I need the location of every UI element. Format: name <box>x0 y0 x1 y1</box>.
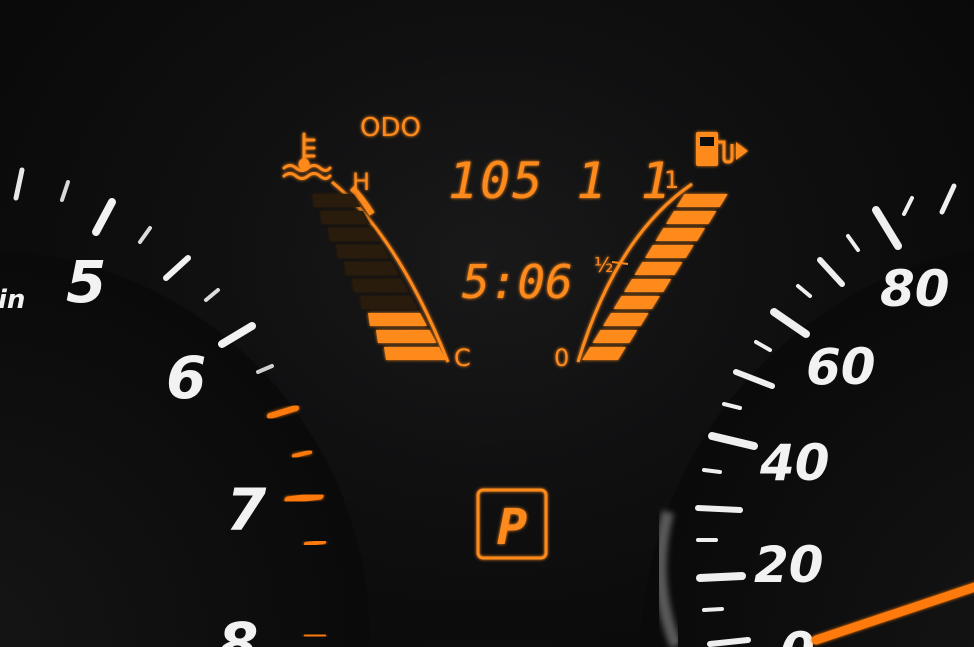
gear-indicator: P <box>476 488 548 560</box>
fuel-level-bars <box>582 194 728 360</box>
temp-bar-1 <box>376 330 437 343</box>
fuel-gauge-arc <box>576 182 693 363</box>
speed-number-20: 20 <box>754 536 824 594</box>
speedometer-ticks <box>695 183 957 647</box>
tachometer-ticks <box>13 167 329 638</box>
temp-bar-9 <box>312 194 361 207</box>
clock-readout: 5:06 <box>462 255 573 309</box>
tach-number-7: 7 <box>226 476 267 544</box>
fuel-bar-9 <box>676 194 728 207</box>
fuel-bar-6 <box>645 245 694 258</box>
speed-number-80: 80 <box>880 260 950 318</box>
tach-number-8: 8 <box>218 610 258 647</box>
fuel-bar-3 <box>613 296 660 309</box>
fuel-pump-icon <box>696 132 748 166</box>
gear-box <box>476 488 548 560</box>
tach-unit-label: in <box>0 285 25 315</box>
temp-bar-4 <box>352 279 408 292</box>
odometer-readout: 105 1 1 <box>448 152 673 210</box>
temp-bar-6 <box>336 245 389 258</box>
fuel-bar-8 <box>666 211 717 224</box>
temp-high-mark <box>349 185 375 216</box>
fuel-half-label: ½ <box>594 253 613 277</box>
temp-bar-0 <box>384 347 446 360</box>
coolant-temperature-icon <box>282 132 332 180</box>
fuel-bar-2 <box>603 313 649 326</box>
temp-bar-7 <box>328 228 380 241</box>
temp-bar-3 <box>360 296 418 309</box>
temp-low-label: C <box>454 344 471 372</box>
temp-level-bars <box>312 194 446 360</box>
temp-bar-5 <box>344 262 399 275</box>
fuel-bar-1 <box>592 330 638 343</box>
temp-bar-2 <box>368 313 427 326</box>
fuel-bar-5 <box>634 262 683 275</box>
tach-number-6: 6 <box>166 344 206 412</box>
speed-number-0: 0 <box>780 622 815 647</box>
fuel-empty-label: 0 <box>554 344 569 372</box>
fuel-full-label: 1 <box>664 166 679 194</box>
gear-letter: P <box>497 498 527 556</box>
speedometer-face <box>640 249 974 647</box>
odo-label: ODO <box>360 113 421 143</box>
fuel-bar-0 <box>582 347 626 360</box>
speedometer-needle <box>811 582 974 645</box>
tachometer-face <box>0 250 370 647</box>
chrome-reflection <box>654 510 682 647</box>
fuel-bar-7 <box>655 228 706 241</box>
temp-bar-8 <box>320 211 370 224</box>
fuel-bar-4 <box>624 279 672 292</box>
speed-number-60: 60 <box>806 338 876 396</box>
speed-number-40: 40 <box>759 434 830 492</box>
fuel-half-tick <box>611 261 629 265</box>
tach-number-5: 5 <box>66 248 106 316</box>
